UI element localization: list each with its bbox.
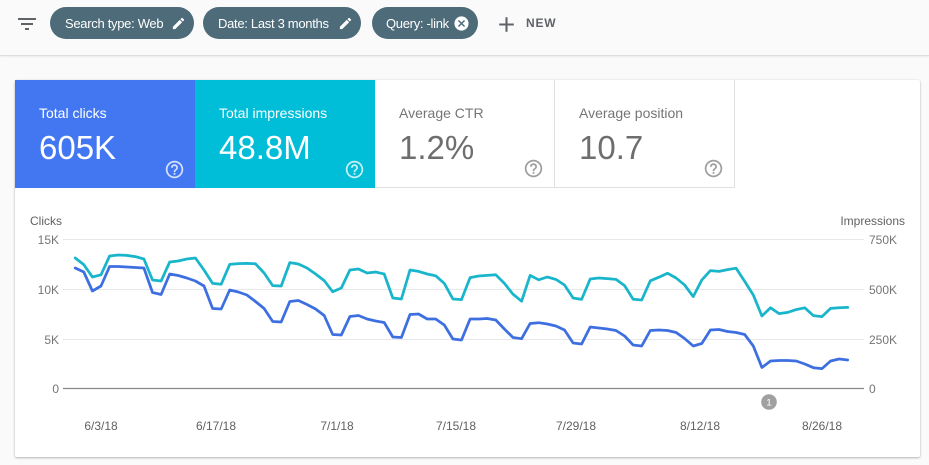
svg-text:1: 1 <box>766 398 771 409</box>
